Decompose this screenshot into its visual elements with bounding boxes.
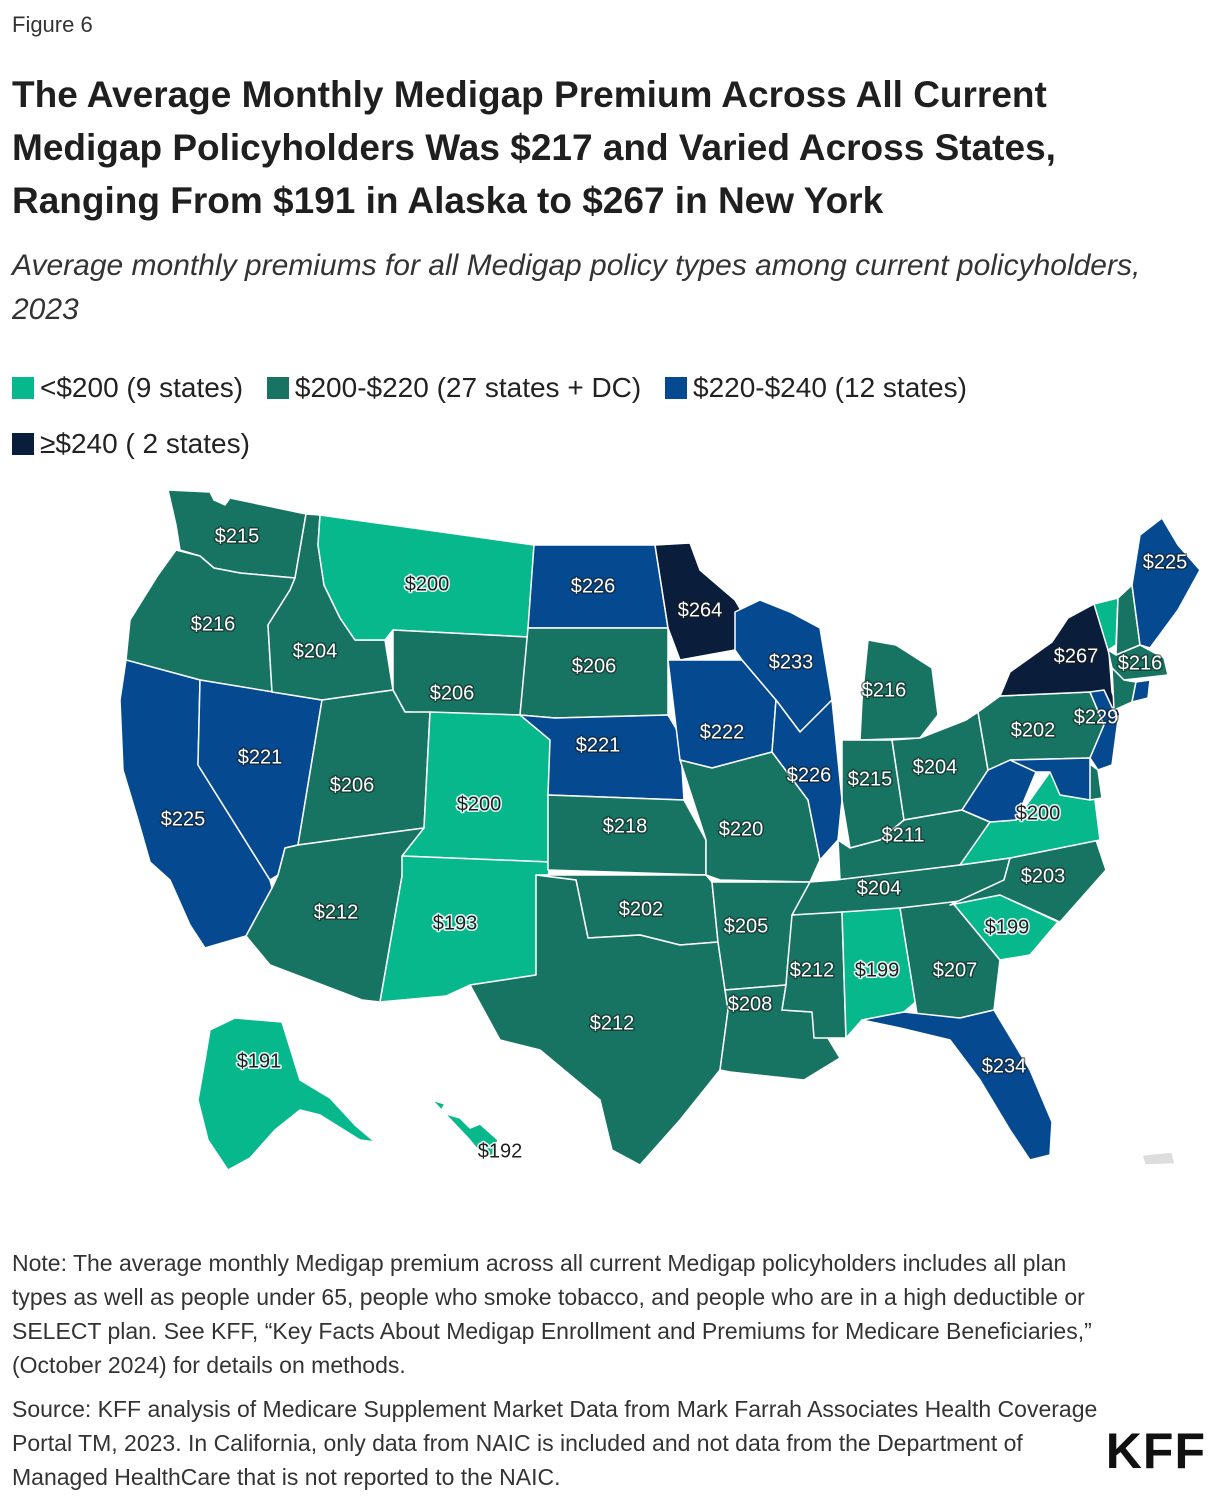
state-value-label-la: $208 (728, 993, 773, 1015)
state-ri (1131, 679, 1151, 703)
state-value-label-ms: $212 (790, 959, 835, 981)
state-value-label-ut: $206 (330, 774, 375, 796)
legend-item-220to240: $220-$240 (12 states) (665, 360, 967, 416)
state-value-label-fl: $234 (982, 1055, 1027, 1077)
state-tx (469, 874, 729, 1166)
state-value-label-ky: $211 (881, 824, 924, 846)
state-value-label-va: $200 (1016, 802, 1061, 824)
figure-label: Figure 6 (12, 12, 93, 37)
state-fl (861, 1009, 1053, 1161)
state-nj (1089, 689, 1119, 771)
state-value-label-pa: $202 (1011, 719, 1056, 741)
state-value-label-wy: $206 (430, 682, 475, 704)
state-value-label-wa: $215 (215, 525, 260, 547)
state-value-label-sd: $206 (572, 655, 617, 677)
state-ak (197, 1017, 376, 1171)
state-value-label-nm: $193 (433, 912, 478, 934)
state-value-label-tx: $212 (590, 1012, 635, 1034)
legend-swatch (266, 377, 289, 399)
state-value-label-mn: $264 (678, 599, 723, 621)
state-value-label-mi: $216 (862, 679, 907, 701)
state-value-label-mo: $220 (719, 818, 764, 840)
state-value-label-ga: $207 (933, 959, 978, 981)
kff-logo: KFF (1105, 1423, 1206, 1479)
state-value-label-ia: $222 (700, 721, 745, 743)
note-text: Note: The average monthly Medigap premiu… (12, 1250, 1092, 1378)
state-value-label-me: $225 (1143, 551, 1188, 573)
state-value-label-al: $199 (855, 959, 900, 981)
state-value-label-mt: $200 (405, 573, 450, 595)
state-value-label-id: $204 (293, 640, 338, 662)
state-value-label-ks: $218 (603, 815, 648, 837)
legend-label: $200-$220 (27 states + DC) (294, 372, 642, 403)
state-value-label-ny: $267 (1054, 645, 1099, 667)
state-value-label-il: $226 (787, 764, 832, 786)
state-value-label-tn: $204 (857, 877, 902, 899)
legend-label: $220-$240 (12 states) (693, 372, 967, 403)
state-value-label-nj: $229 (1074, 706, 1119, 728)
chart-title: The Average Monthly Medigap Premium Acro… (12, 74, 1056, 221)
state-value-label-az: $212 (314, 901, 359, 923)
state-labels: $215 $216 $225 $221 $204 $200 $206 $206 $212 $200… (159, 524, 1189, 1164)
state-value-label-ok: $202 (619, 898, 664, 920)
state-value-label-wi: $233 (769, 651, 814, 673)
state-ms (781, 911, 847, 1039)
state-mo (679, 751, 821, 883)
legend-swatch (665, 377, 687, 399)
state-hi (431, 1099, 499, 1159)
state-pr (1141, 1151, 1176, 1166)
state-value-label-ma: $216 (1118, 652, 1163, 674)
state-mi (859, 639, 939, 741)
legend-swatch (12, 433, 34, 455)
state-value-label-ca: $225 (161, 808, 206, 830)
state-value-label-ar: $205 (724, 915, 769, 937)
state-value-label-co: $200 (457, 793, 502, 815)
state-value-label-ak: $191 (237, 1050, 282, 1072)
legend: <$200 (9 states) $200-$220 (27 states + … (12, 360, 1012, 472)
state-value-label-nd: $226 (571, 575, 616, 597)
state-value-label-hi: $192 (478, 1140, 523, 1162)
state-value-label-or: $216 (191, 613, 236, 635)
legend-label: ≥$240 ( 2 states) (40, 428, 250, 459)
chart-subtitle: Average monthly premiums for all Medigap… (12, 249, 1141, 326)
state-value-label-oh: $204 (913, 756, 958, 778)
state-value-label-sc: $199 (985, 916, 1030, 938)
state-nc (949, 839, 1107, 923)
us-choropleth-map: $215 $216 $225 $221 $204 $200 $206 $206 $212 $200… (119, 489, 1201, 1171)
state-md (1009, 757, 1091, 801)
state-value-label-ne: $221 (576, 734, 621, 756)
legend-item-lt200: <$200 (9 states) (12, 360, 243, 416)
state-value-label-in: $215 (848, 768, 893, 790)
legend-item-gte240: ≥$240 ( 2 states) (12, 416, 250, 472)
legend-label: <$200 (9 states) (40, 372, 244, 403)
state-value-label-nv: $221 (238, 746, 283, 768)
legend-swatch (12, 377, 34, 399)
source-text: Source: KFF analysis of Medicare Supplem… (12, 1396, 1098, 1490)
legend-item-200to220: $200-$220 (27 states + DC) (266, 360, 642, 416)
state-value-label-nc: $203 (1021, 865, 1066, 887)
state-me (1131, 517, 1201, 649)
